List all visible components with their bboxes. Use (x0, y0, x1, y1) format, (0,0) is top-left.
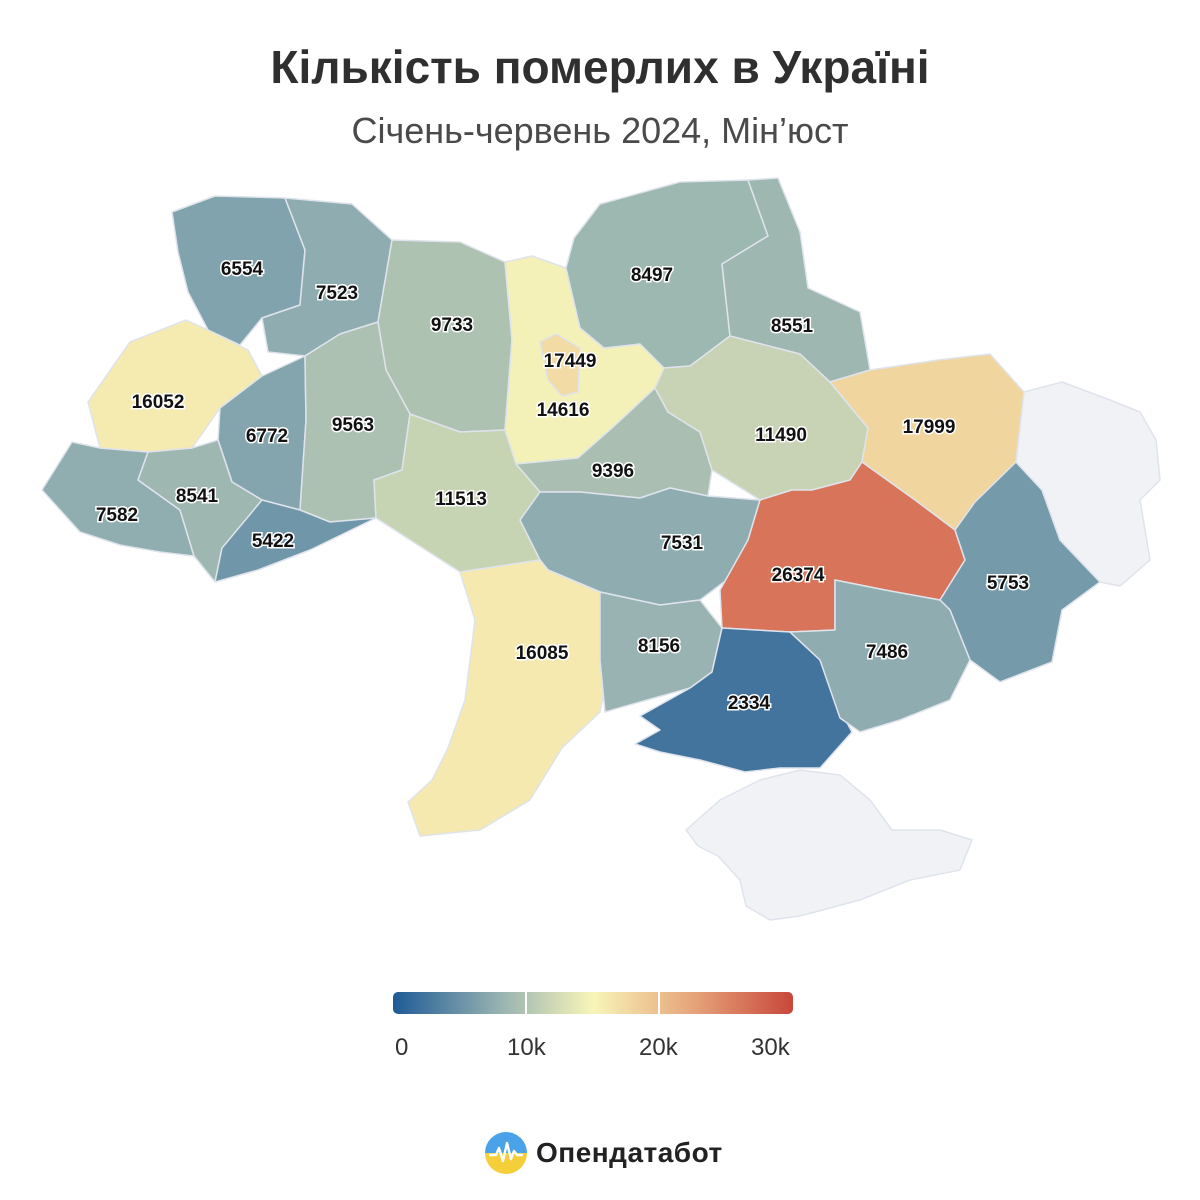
region-label-poltava: 11490 (755, 425, 807, 446)
region-label-zakarpattia: 7582 (96, 505, 138, 526)
page-title: Кількість померлих в Україні (270, 41, 930, 93)
region-label-lviv: 16052 (132, 392, 185, 413)
region-label-donetsk: 5753 (987, 573, 1029, 594)
region-crimea (685, 769, 973, 921)
region-kyiv-city (539, 333, 581, 397)
region-label-vinnytsia: 11513 (435, 489, 487, 510)
region-label-ivano-frankivsk: 8541 (176, 486, 219, 507)
legend-gradient-bar (393, 992, 793, 1014)
color-legend: 0 10k 20k 30k (393, 990, 795, 1070)
page-subtitle: Січень-червень 2024, Мін’юст (351, 110, 849, 151)
region-label-rivne: 7523 (316, 283, 358, 304)
region-label-khmelnytskyi: 9563 (332, 415, 374, 436)
region-label-odesa: 16085 (516, 643, 569, 664)
ukraine-map: 6554 7523 9733 14616 17449 8497 8551 16052 6772 9… (41, 177, 1161, 921)
region-label-zaporizhzhia: 7486 (866, 642, 908, 663)
opendatabot-logo-icon (485, 1132, 527, 1174)
region-label-volyn: 6554 (221, 259, 264, 280)
region-label-ternopil: 6772 (246, 426, 288, 447)
region-label-kyiv-city: 17449 (544, 351, 597, 372)
region-label-kirovohrad: 7531 (661, 533, 704, 554)
region-zaporizhzhia (789, 579, 971, 733)
region-label-mykolaiv: 8156 (638, 636, 680, 657)
region-label-kherson: 2334 (728, 693, 771, 714)
legend-tick-30k: 30k (751, 1034, 790, 1061)
legend-tick-10k: 10k (507, 1034, 546, 1061)
legend-tick-0: 0 (395, 1034, 409, 1061)
region-odesa (407, 559, 611, 837)
brand-name: Опендатабот (536, 1137, 723, 1168)
legend-tick-20k: 20k (639, 1034, 678, 1061)
legend-separator (658, 992, 660, 1014)
region-label-kyiv-oblast: 14616 (537, 400, 590, 421)
brand: Опендатабот (484, 1130, 723, 1176)
region-label-chernivtsi: 5422 (252, 531, 294, 552)
region-label-zhytomyr: 9733 (431, 315, 473, 336)
region-label-kharkiv: 17999 (903, 417, 956, 438)
region-luhansk (1015, 381, 1161, 587)
region-label-dnipropetrovsk: 26374 (772, 565, 825, 586)
region-label-chernihiv: 8497 (631, 265, 673, 286)
region-chernivtsi (214, 499, 377, 583)
region-label-cherkasy: 9396 (592, 461, 634, 482)
region-label-sumy: 8551 (771, 316, 814, 337)
legend-separator (525, 992, 527, 1014)
